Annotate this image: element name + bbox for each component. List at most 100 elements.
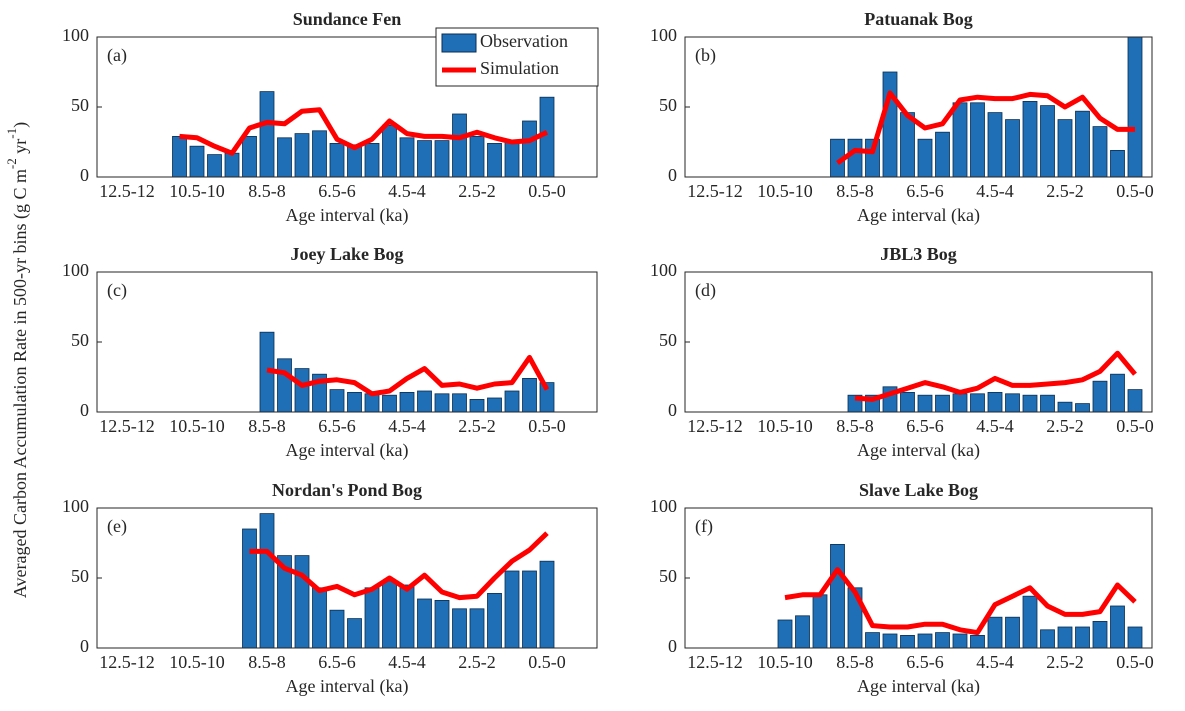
y-label-sup: -2 [4,158,19,169]
y-tick-label: 0 [80,636,89,656]
bar [294,133,310,178]
bar [294,368,310,413]
bar [795,615,810,649]
bar [259,513,275,649]
bar [987,112,1003,178]
y-tick-label: 100 [62,25,89,45]
y-tick-label: 100 [650,260,677,280]
bar [1127,626,1143,649]
bar [329,389,345,413]
bar [900,112,915,178]
y-tick-label: 50 [659,95,677,115]
line [784,567,1137,636]
bar [1110,373,1125,413]
x-tick-label: 10.5-10 [757,652,813,672]
x-tick-label: 6.5-6 [906,416,944,436]
bar [935,131,950,178]
bar [347,391,362,413]
x-tick-label: 0.5-0 [1116,652,1154,672]
bar [504,390,520,413]
bar [242,135,257,178]
bar [1040,629,1055,649]
bar [1005,616,1020,649]
bar [1092,380,1108,413]
x-axis-label: Age interval (ka) [286,205,409,226]
line [179,107,549,156]
y-tick-label: 100 [650,25,677,45]
legend-label: Simulation [480,58,559,78]
bar [312,130,327,178]
bar [487,593,502,649]
bar [882,633,898,649]
bar [1057,401,1073,413]
bar [900,635,915,649]
bar [224,152,240,178]
x-tick-label: 8.5-8 [836,416,874,436]
bar [469,135,485,178]
x-tick-label: 4.5-4 [976,181,1014,201]
x-tick-label: 8.5-8 [248,181,286,201]
bar [399,391,415,413]
bar [504,570,520,649]
bar [1092,621,1108,649]
x-tick-label: 8.5-8 [248,652,286,672]
y-tick-label: 0 [668,636,677,656]
y-tick-label: 100 [650,496,677,516]
bar [382,394,397,413]
bar [777,619,793,649]
x-tick-label: 2.5-2 [1046,416,1084,436]
y-label-text: yr [10,139,30,159]
bar [847,138,863,178]
legend-label: Observation [480,31,568,51]
y-label-sup: -1 [4,128,19,139]
x-tick-label: 0.5-0 [1116,181,1154,201]
bar [469,608,485,649]
x-tick-label: 12.5-12 [99,181,155,201]
x-tick-label: 4.5-4 [976,652,1014,672]
y-tick-label: 0 [668,400,677,420]
x-tick-label: 12.5-12 [99,652,155,672]
bar [277,137,292,178]
bar [952,393,968,413]
axes-box [684,507,1153,649]
x-axis-label: Age interval (ka) [286,440,409,461]
chart-title: Nordan's Pond Bog [272,480,422,500]
axes-box [684,271,1153,413]
x-tick-label: 0.5-0 [1116,416,1154,436]
panel-label: (d) [695,280,716,301]
bar [399,584,415,649]
bar [1057,119,1073,178]
bar [935,394,950,413]
bar [207,154,222,178]
bar [382,580,397,649]
x-tick-label: 10.5-10 [169,652,225,672]
x-tick-label: 2.5-2 [1046,652,1084,672]
bar [522,570,537,649]
x-axis-label: Age interval (ka) [857,205,980,226]
x-tick-label: 10.5-10 [169,181,225,201]
axes-box [96,507,598,649]
bar [434,140,450,178]
x-tick-label: 6.5-6 [318,416,356,436]
bar [865,632,880,649]
x-tick-label: 12.5-12 [99,416,155,436]
bar [277,358,292,413]
x-tick-label: 6.5-6 [906,652,944,672]
x-tick-label: 2.5-2 [458,416,496,436]
x-tick-label: 4.5-4 [388,416,426,436]
bar [1110,605,1125,649]
x-tick-label: 10.5-10 [757,181,813,201]
panel-label: (f) [695,516,713,537]
plot-area [685,272,1152,412]
bar [952,102,968,178]
bar [417,598,432,649]
bar [830,544,845,649]
bar [242,528,257,649]
bar [487,142,502,178]
bar [1127,389,1143,413]
plot-area [97,508,597,648]
line [266,354,550,397]
x-tick-label: 12.5-12 [687,181,743,201]
bar [917,394,933,413]
bar [539,560,555,649]
